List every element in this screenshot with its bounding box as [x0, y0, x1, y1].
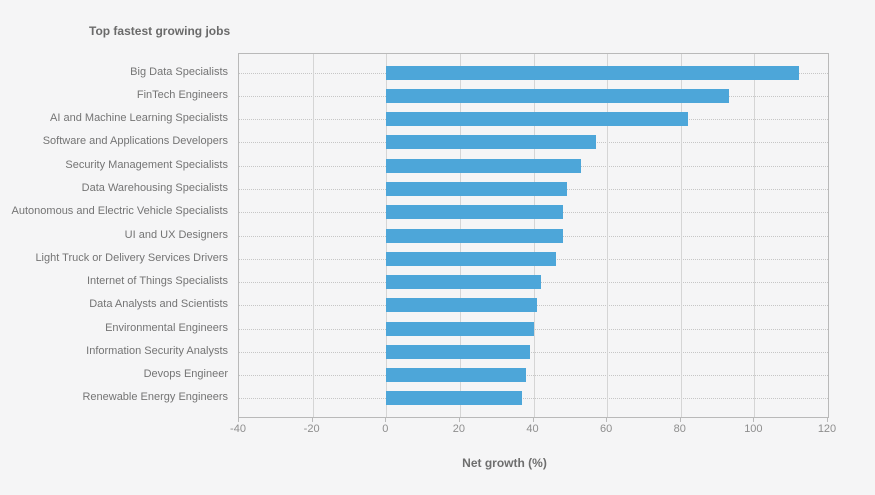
category-label: Light Truck or Delivery Services Drivers [35, 251, 228, 264]
x-tick-mark [827, 417, 828, 422]
category-label: Software and Applications Developers [42, 135, 228, 148]
category-label: Data Warehousing Specialists [81, 181, 228, 194]
category-label: AI and Machine Learning Specialists [50, 112, 228, 125]
category-label: Devops Engineer [143, 368, 228, 381]
category-label: Internet of Things Specialists [86, 275, 228, 288]
x-axis-title: Net growth (%) [462, 456, 547, 470]
chart-title: Top fastest growing jobs [89, 24, 231, 38]
category-label: Renewable Energy Engineers [82, 391, 228, 404]
x-tick-mark [311, 417, 313, 422]
x-tick-label: -40 [230, 423, 246, 435]
category-label: Information Security Analysts [86, 344, 228, 357]
bar-internet-of-things-specialists [386, 275, 541, 290]
x-tick-label: -20 [303, 423, 320, 435]
x-tick-label: 40 [526, 423, 539, 435]
category-label: Security Management Specialists [65, 158, 228, 171]
bar-autonomous-and-electric-vehicle-specialists [386, 205, 563, 220]
bar-software-and-applications-developers [386, 135, 597, 150]
bar-data-analysts-and-scientists [386, 298, 538, 313]
x-tick-label: 60 [600, 423, 613, 435]
bar-security-management-specialists [386, 158, 582, 173]
x-tick-label: 20 [452, 423, 465, 435]
category-label: UI and UX Designers [124, 228, 228, 241]
category-label: FinTech Engineers [136, 88, 228, 101]
x-tick-label: 120 [817, 423, 837, 435]
x-tick-mark [532, 417, 534, 422]
x-tick-label: 100 [744, 423, 763, 435]
bar-data-warehousing-specialists [386, 181, 567, 196]
x-tick-mark [679, 417, 681, 422]
x-tick-label: 0 [382, 423, 389, 435]
x-gridline [312, 54, 314, 417]
category-label: Data Analysts and Scientists [89, 298, 228, 311]
x-gridline [680, 54, 682, 417]
bar-renewable-energy-engineers [386, 391, 523, 406]
bar-information-security-analysts [386, 344, 530, 359]
category-label: Big Data Specialists [130, 65, 228, 78]
x-tick-mark [753, 417, 755, 422]
x-tick-mark [458, 417, 460, 422]
bar-fintech-engineers [386, 88, 729, 103]
bar-ui-and-ux-designers [386, 228, 563, 243]
category-label: Autonomous and Electric Vehicle Speciali… [11, 205, 228, 218]
bar-devops-engineer [386, 368, 527, 383]
bar-environmental-engineers [386, 321, 534, 336]
x-tick-mark [606, 417, 608, 422]
x-gridline [607, 54, 609, 417]
bar-big-data-specialists [386, 65, 799, 80]
x-tick-label: 80 [673, 423, 686, 435]
plot-area [238, 53, 829, 418]
category-label: Environmental Engineers [105, 321, 228, 334]
bar-ai-and-machine-learning-specialists [386, 112, 689, 127]
x-gridline [754, 54, 756, 417]
x-tick-mark [385, 417, 387, 422]
x-tick-mark [238, 417, 239, 422]
bar-light-truck-or-delivery-services-drivers [386, 251, 556, 266]
